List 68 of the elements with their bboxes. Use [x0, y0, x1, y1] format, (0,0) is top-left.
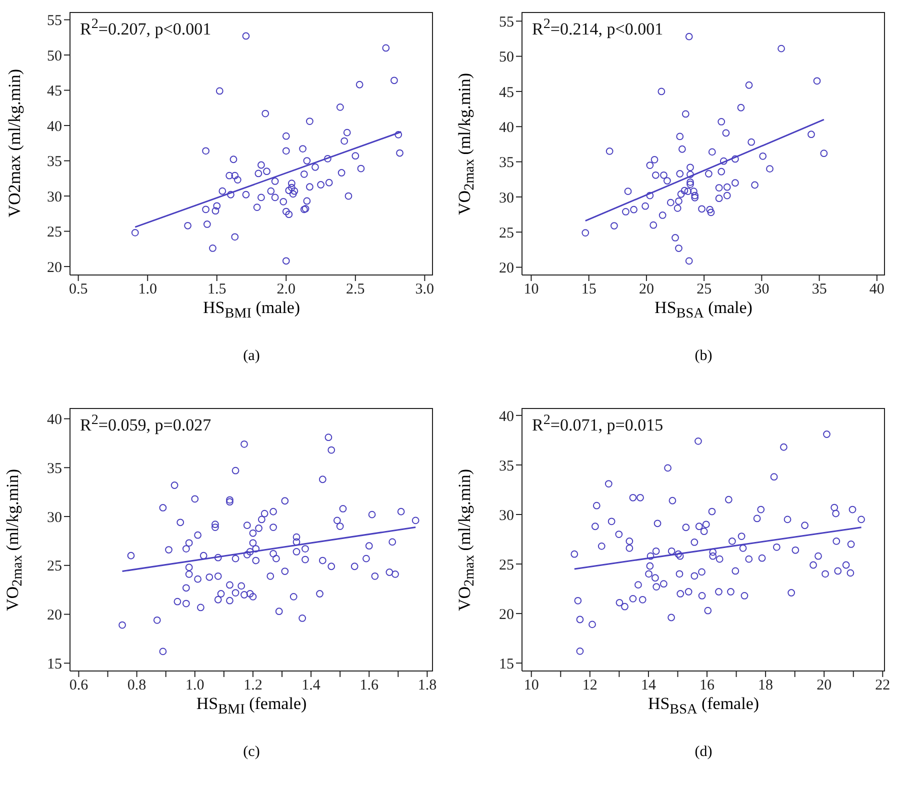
x-tick-label: 1.0	[138, 282, 157, 298]
x-tick-label: 15	[581, 282, 596, 298]
x-tick-label: 16	[700, 678, 716, 694]
y-tick-label: 20	[499, 606, 514, 623]
y-tick-label: 55	[47, 13, 62, 30]
y-axis-title: VO2max (ml/kg.min)	[5, 69, 25, 218]
y-tick-label: 40	[499, 120, 514, 136]
x-tick-label: 2.5	[346, 282, 365, 298]
x-axis-title: HS$_{BMI}$ (female)	[195, 694, 308, 718]
annotation: R$^{2}$=0.071, p=0.015	[532, 412, 664, 436]
x-axis-title: HS$_{BSA}$ (male)	[654, 298, 754, 322]
y-tick-label: 25	[499, 557, 514, 574]
x-tick-label: 14	[640, 678, 656, 694]
y-tick-label: 40	[47, 118, 62, 135]
x-tick-label: 1.6	[360, 678, 379, 694]
y-tick-label: 30	[499, 190, 514, 206]
text: (d)	[694, 744, 714, 761]
annotation: R$^{2}$=0.207, p<0.001	[80, 16, 212, 40]
x-tick-label: 20	[638, 282, 654, 298]
text: (c)	[242, 744, 261, 761]
x-tick-label: 1.8	[418, 678, 437, 694]
y-tick-label: 30	[47, 510, 62, 526]
x-tick-label: 1.5	[207, 282, 226, 298]
y-tick-label: 25	[47, 224, 62, 241]
y-tick-label: 30	[499, 508, 514, 524]
y-tick-label: 45	[47, 84, 62, 100]
x-tick-label: 30	[754, 282, 770, 298]
y-tick-label: 35	[499, 458, 514, 474]
x-tick-label: 12	[582, 678, 598, 694]
x-axis-title: HS$_{BMI}$ (male)	[202, 298, 302, 322]
y-tick-label: 55	[499, 14, 514, 30]
x-tick-label: 3.0	[415, 282, 434, 298]
text: (b)	[694, 348, 714, 365]
x-tick-label: 1.4	[302, 678, 321, 694]
x-tick-label: 10	[524, 282, 539, 298]
x-tick-label: 1.0	[185, 678, 204, 694]
annotation: R$^{2}$=0.059, p=0.027	[80, 412, 212, 436]
x-tick-label: 1.2	[244, 678, 262, 694]
x-tick-label: 35	[812, 282, 827, 298]
x-tick-label: 18	[758, 678, 774, 694]
x-tick-label: 22	[875, 678, 890, 694]
y-tick-label: 45	[499, 84, 514, 101]
y-tick-label: 35	[47, 154, 62, 170]
text: (a)	[242, 348, 261, 365]
y-tick-label: 25	[499, 225, 514, 242]
x-tick-label: 0.5	[68, 282, 88, 298]
x-tick-label: 20	[816, 678, 832, 694]
y-tick-label: 35	[47, 460, 62, 477]
y-tick-label: 30	[47, 189, 62, 206]
x-tick-label: 40	[869, 282, 884, 298]
x-tick-label: 0.8	[127, 678, 146, 694]
y-tick-label: 20	[499, 260, 514, 277]
annotation: R$^{2}$=0.214, p<0.001	[532, 16, 664, 40]
y-tick-label: 50	[499, 50, 514, 66]
x-tick-label: 2.0	[276, 282, 296, 298]
y-tick-label: 25	[47, 558, 62, 575]
y-tick-label: 40	[499, 408, 514, 425]
y-tick-label: 40	[47, 412, 62, 428]
y-tick-label: 20	[47, 608, 62, 624]
y-tick-label: 20	[47, 260, 62, 276]
x-tick-label: 10	[524, 678, 539, 694]
x-tick-label: 25	[696, 282, 712, 298]
y-tick-label: 50	[47, 48, 62, 64]
y-tick-label: 15	[499, 656, 514, 672]
x-tick-label: 0.6	[69, 678, 89, 694]
y-tick-label: 15	[47, 656, 62, 673]
y-tick-label: 35	[499, 155, 514, 172]
x-axis-title: HS$_{BSA}$ (female)	[646, 694, 760, 718]
